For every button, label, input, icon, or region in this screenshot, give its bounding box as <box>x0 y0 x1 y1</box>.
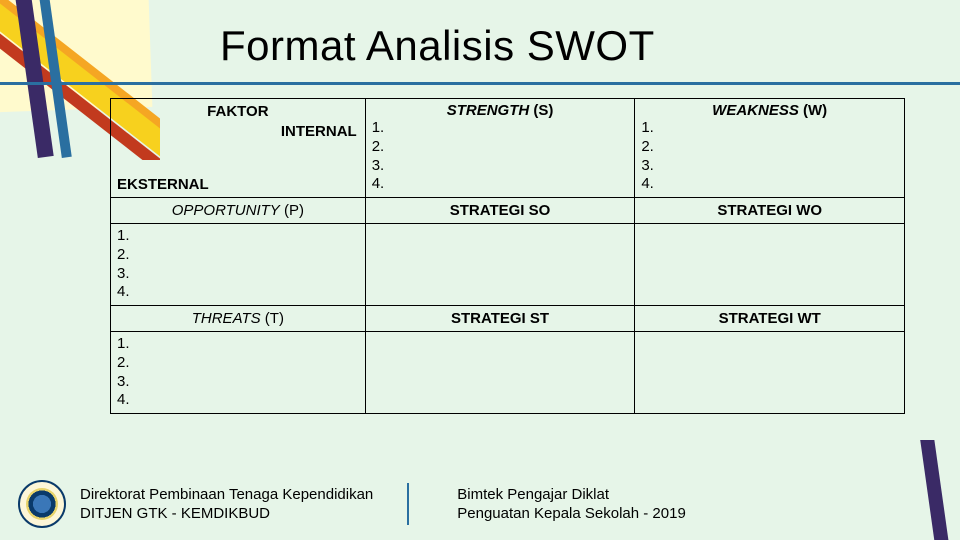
label-weakness-suffix: (W) <box>799 102 827 119</box>
title-underline <box>0 82 960 85</box>
cell-threats-label: THREATS (T) <box>111 306 366 332</box>
cell-opportunity-label: OPPORTUNITY (P) <box>111 198 366 224</box>
footer-left-line2: DITJEN GTK - KEMDIKBUD <box>80 504 373 524</box>
footer-separator <box>407 483 409 525</box>
label-opportunity: OPPORTUNITY <box>172 202 280 219</box>
label-threats: THREATS <box>192 310 261 327</box>
cell-strength-header: STRENGTH (S) 1. 2. 3. 4. <box>365 99 635 198</box>
label-internal: INTERNAL <box>281 123 357 140</box>
cell-wt-body <box>635 332 905 414</box>
cell-opportunity-items: 1. 2. 3. 4. <box>111 224 366 306</box>
cell-weakness-header: WEAKNESS (W) 1. 2. 3. 4. <box>635 99 905 198</box>
footer-left-line1: Direktorat Pembinaan Tenaga Kependidikan <box>80 485 373 505</box>
footer-right-line2: Penguatan Kepala Sekolah - 2019 <box>457 504 686 524</box>
cell-wo-label: STRATEGI WO <box>635 198 905 224</box>
cell-so-body <box>365 224 635 306</box>
cell-wt-label: STRATEGI WT <box>635 306 905 332</box>
cell-factor: FAKTOR INTERNAL EKSTERNAL <box>111 99 366 198</box>
cell-threats-items: 1. 2. 3. 4. <box>111 332 366 414</box>
label-strength: STRENGTH <box>447 102 530 119</box>
footer-left: Direktorat Pembinaan Tenaga Kependidikan… <box>80 485 373 524</box>
label-faktor: FAKTOR <box>111 103 365 120</box>
slide-title: Format Analisis SWOT <box>220 22 655 70</box>
cell-st-label: STRATEGI ST <box>365 306 635 332</box>
cell-st-body <box>365 332 635 414</box>
label-opportunity-suffix: (P) <box>280 202 304 219</box>
label-weakness: WEAKNESS <box>712 102 799 119</box>
footer: Direktorat Pembinaan Tenaga Kependidikan… <box>18 478 942 530</box>
weakness-numbers: 1. 2. 3. 4. <box>641 119 898 194</box>
label-threats-suffix: (T) <box>261 310 284 327</box>
footer-right: Bimtek Pengajar Diklat Penguatan Kepala … <box>457 485 686 524</box>
kemdikbud-logo-icon <box>18 480 66 528</box>
cell-wo-body <box>635 224 905 306</box>
strength-numbers: 1. 2. 3. 4. <box>372 119 629 194</box>
cell-so-label: STRATEGI SO <box>365 198 635 224</box>
footer-right-line1: Bimtek Pengajar Diklat <box>457 485 686 505</box>
label-strength-suffix: (S) <box>529 102 553 119</box>
swot-table: FAKTOR INTERNAL EKSTERNAL STRENGTH (S) 1… <box>110 98 905 414</box>
label-eksternal: EKSTERNAL <box>117 176 209 193</box>
